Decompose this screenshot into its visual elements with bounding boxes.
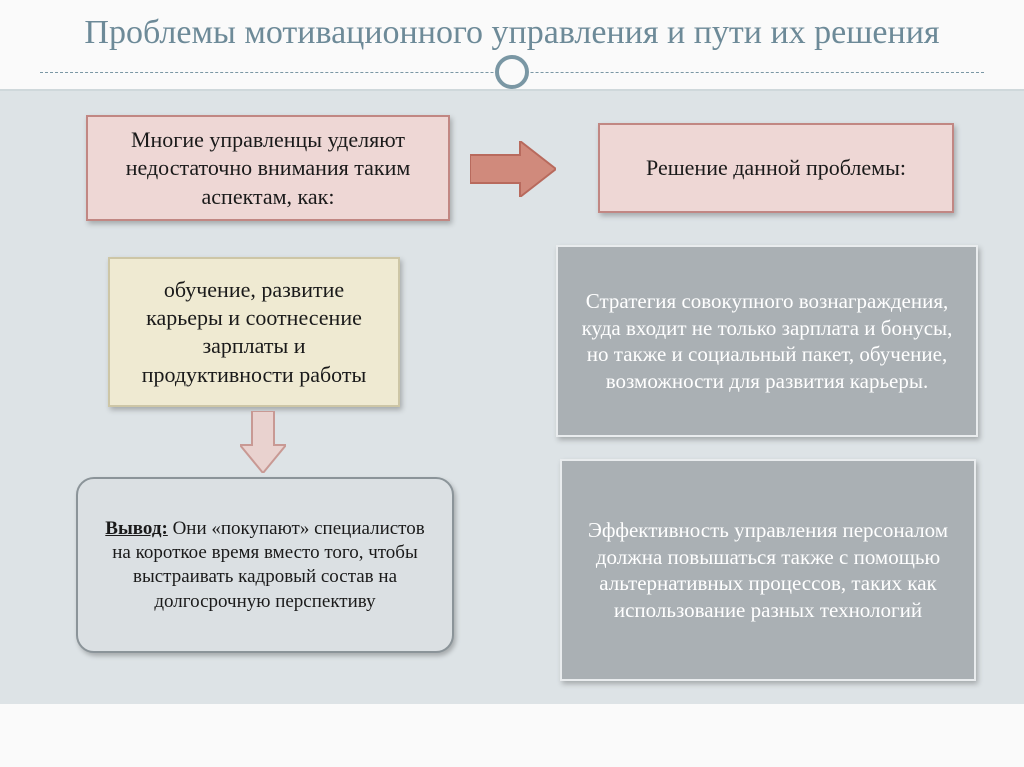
right-mid-text: Стратегия совокупного вознаграждения, ку… xyxy=(574,288,960,396)
slide-title: Проблемы мотивационного управления и пут… xyxy=(40,12,984,53)
content-area: Многие управленцы уделяют недостаточно в… xyxy=(0,89,1024,704)
right-top-text: Решение данной проблемы: xyxy=(646,154,906,182)
ring-icon xyxy=(495,55,529,89)
arrow-down-icon xyxy=(240,411,286,473)
conclusion-box: Вывод: Они «покупают» специалистов на ко… xyxy=(76,477,454,653)
conclusion-text-wrap: Вывод: Они «покупают» специалистов на ко… xyxy=(94,517,436,614)
right-mid-box: Стратегия совокупного вознаграждения, ку… xyxy=(556,245,978,437)
left-mid-text: обучение, развитие карьеры и соотнесение… xyxy=(126,276,382,389)
right-bottom-box: Эффективность управления персоналом долж… xyxy=(560,459,976,681)
left-top-box: Многие управленцы уделяют недостаточно в… xyxy=(86,115,450,221)
arrow-right-icon xyxy=(470,141,556,197)
title-divider xyxy=(40,55,984,89)
right-top-box: Решение данной проблемы: xyxy=(598,123,954,213)
title-area: Проблемы мотивационного управления и пут… xyxy=(0,0,1024,89)
right-bottom-text: Эффективность управления персоналом долж… xyxy=(578,517,958,625)
left-top-text: Многие управленцы уделяют недостаточно в… xyxy=(104,126,432,210)
left-mid-box: обучение, развитие карьеры и соотнесение… xyxy=(108,257,400,407)
conclusion-label: Вывод: xyxy=(105,518,168,539)
